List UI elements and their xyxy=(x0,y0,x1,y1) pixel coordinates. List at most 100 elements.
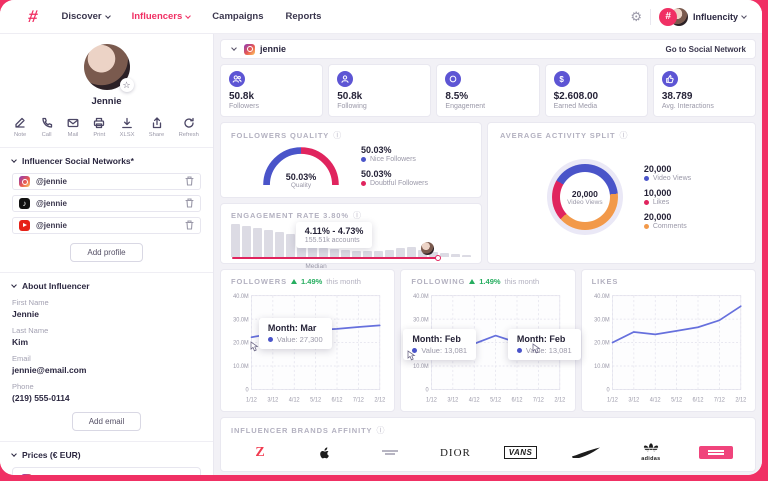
svg-text:1/12: 1/12 xyxy=(246,396,257,404)
add-profile-button[interactable]: Add profile xyxy=(70,243,143,262)
followers-icon xyxy=(229,71,245,87)
legend-doubtful-followers: 50.03% Doubtful Followers xyxy=(361,169,428,187)
followers-quality-gauge[interactable]: 50.03% Quality xyxy=(259,143,343,189)
prices-header[interactable]: Prices (€ EUR) xyxy=(11,450,201,460)
about-influencer-header[interactable]: About Influencer xyxy=(11,281,201,291)
influencity-logo-icon[interactable]: # xyxy=(26,6,39,26)
gear-icon[interactable]: ⚙ xyxy=(630,8,642,24)
social-networks-header[interactable]: Influencer Social Networks* xyxy=(11,156,201,166)
engagement-distribution-chart[interactable]: 4.11% - 4.73% 155.51k accounts xyxy=(231,222,471,262)
share-icon xyxy=(152,117,161,129)
histogram-bar xyxy=(253,228,262,257)
histogram-bar xyxy=(363,251,372,257)
trash-icon xyxy=(185,175,194,186)
info-icon[interactable]: ⓘ xyxy=(376,426,385,435)
series-dot xyxy=(412,347,418,353)
note-button[interactable]: Note xyxy=(14,117,26,138)
dior-logo-icon: DIOR xyxy=(439,446,471,459)
about-influencer-section: About Influencer First Name Jennie Last … xyxy=(0,272,213,441)
influencer-name: Jennie xyxy=(91,96,122,107)
chevron-down-icon xyxy=(11,282,17,288)
nav-reports[interactable]: Reports xyxy=(285,11,322,22)
median-label: Median xyxy=(305,263,327,270)
email-field: Email jennie@email.com xyxy=(12,354,87,375)
xlsx-download-button[interactable]: XLSX xyxy=(120,117,134,138)
histogram-bar xyxy=(407,247,416,257)
trend-up-icon xyxy=(291,279,298,284)
engagement-icon xyxy=(445,71,462,87)
svg-text:7/12: 7/12 xyxy=(533,396,544,404)
info-icon[interactable]: ⓘ xyxy=(333,131,342,140)
profile-network-bar: jennie Go to Social Network xyxy=(220,39,756,59)
chevron-down-icon xyxy=(741,12,747,19)
print-button[interactable]: Print xyxy=(93,117,105,138)
chevron-down-icon xyxy=(11,451,17,457)
activity-donut-ring[interactable]: 20,000 Video Views xyxy=(551,164,618,230)
last-name-field: Last Name Kim xyxy=(12,326,49,347)
svg-text:10.0M: 10.0M xyxy=(594,363,610,371)
share-button[interactable]: Share xyxy=(149,117,164,138)
delete-network-button[interactable] xyxy=(185,195,194,213)
network-row-tiktok[interactable]: ♪ @jennie xyxy=(12,195,201,212)
legend-likes: 10,000 Likes xyxy=(643,188,672,206)
instagram-icon xyxy=(19,176,30,187)
network-row-instagram[interactable]: @jennie xyxy=(12,173,201,190)
followers-trend-card: Followers 1.49% this month 1/12 3/12 4/12 5… xyxy=(220,269,396,412)
nav-influencers[interactable]: Influencers xyxy=(132,11,192,22)
nav-campaigns[interactable]: Campaigns xyxy=(212,11,264,22)
stat-following: 50.8k Following xyxy=(328,64,432,117)
call-button[interactable]: Call xyxy=(41,117,53,138)
histogram-bar xyxy=(385,250,394,257)
favorite-star-icon[interactable]: ☆ xyxy=(119,78,134,92)
delete-network-button[interactable] xyxy=(185,173,194,191)
svg-text:30.0M: 30.0M xyxy=(413,316,429,324)
nav-discover[interactable]: Discover xyxy=(61,11,111,22)
histogram-bar xyxy=(319,248,328,257)
svg-text:0: 0 xyxy=(246,386,250,394)
youtube-icon xyxy=(19,220,30,231)
svg-text:7/12: 7/12 xyxy=(353,396,364,404)
go-to-social-network-link[interactable]: Go to Social Network xyxy=(665,44,746,54)
main-nav: Discover Influencers Campaigns Reports xyxy=(61,11,321,22)
mail-icon xyxy=(67,118,79,128)
info-icon[interactable]: ⓘ xyxy=(352,211,361,220)
info-icon[interactable]: ⓘ xyxy=(619,131,628,140)
delete-network-button[interactable] xyxy=(185,217,194,235)
influencer-avatar: ☆ xyxy=(83,44,134,92)
brand-logos-row: Z DIOR VANS adidas xyxy=(231,436,745,462)
network-row-youtube[interactable]: @jennie xyxy=(12,217,201,234)
chevron-down-icon[interactable] xyxy=(231,45,237,51)
svg-text:7/12: 7/12 xyxy=(714,396,725,404)
followers-quality-card: Followers Quality ⓘ 50.03% Quality xyxy=(220,122,482,198)
cursor-hand-icon xyxy=(407,350,416,361)
legend-dot xyxy=(361,157,366,162)
histogram-bar xyxy=(451,254,460,257)
following-chart-tooltip-2: Month: Feb Value: 13,081 xyxy=(507,328,581,360)
average-activity-split-card: Average Activity Split ⓘ 20,000 Video Vie… xyxy=(487,122,756,264)
following-icon xyxy=(337,71,354,87)
svg-text:4/12: 4/12 xyxy=(649,396,660,404)
histogram-bar xyxy=(286,233,295,257)
legend-dot xyxy=(643,224,649,229)
series-dot xyxy=(516,347,522,353)
influencer-mini-avatar xyxy=(420,242,434,255)
svg-text:10.0M: 10.0M xyxy=(233,363,249,371)
histogram-bar xyxy=(231,224,240,257)
likes-trend-card: Likes 1/12 3/12 4/12 5/12 6/12 7/12 2/12 40.0M 3… xyxy=(580,269,756,412)
activity-split-legend: 20,000 Video Views 10,000 Likes 20,000 C… xyxy=(643,164,691,230)
mail-button[interactable]: Mail xyxy=(67,117,79,138)
nike-logo-icon xyxy=(569,447,603,458)
followers-quality-legend: 50.03% Nice Followers 50.03% Doubtful Fo… xyxy=(361,145,428,187)
legend-dot xyxy=(361,181,366,186)
account-menu[interactable]: # Influencity xyxy=(658,7,747,26)
legend-dot xyxy=(643,176,649,181)
header-right: ⚙ # Influencity xyxy=(630,7,747,26)
legend-comments: 20,000 Comments xyxy=(643,212,687,230)
svg-text:0: 0 xyxy=(426,386,430,394)
add-email-button[interactable]: Add email xyxy=(71,412,142,431)
refresh-button[interactable]: Refresh xyxy=(179,117,199,138)
adidas-logo-icon: adidas xyxy=(634,443,668,462)
likes-line-chart[interactable]: 1/12 3/12 4/12 5/12 6/12 7/12 2/12 40.0M 30.0M 20… xyxy=(590,288,747,408)
svg-text:6/12: 6/12 xyxy=(692,396,703,404)
svg-text:5/12: 5/12 xyxy=(671,396,682,404)
